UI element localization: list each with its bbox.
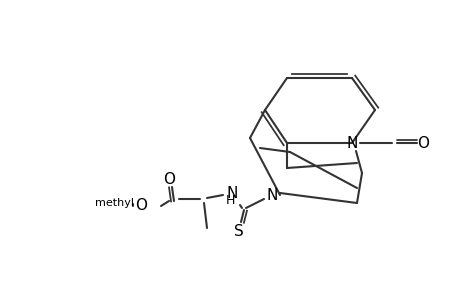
Text: N: N xyxy=(346,136,357,151)
Text: N: N xyxy=(266,188,277,202)
Text: methyl: methyl xyxy=(95,198,134,208)
Text: O: O xyxy=(134,199,147,214)
Text: H: H xyxy=(225,194,234,206)
Text: O: O xyxy=(162,172,174,187)
Text: O: O xyxy=(416,136,428,151)
Text: N: N xyxy=(226,185,237,200)
Text: S: S xyxy=(234,224,243,239)
